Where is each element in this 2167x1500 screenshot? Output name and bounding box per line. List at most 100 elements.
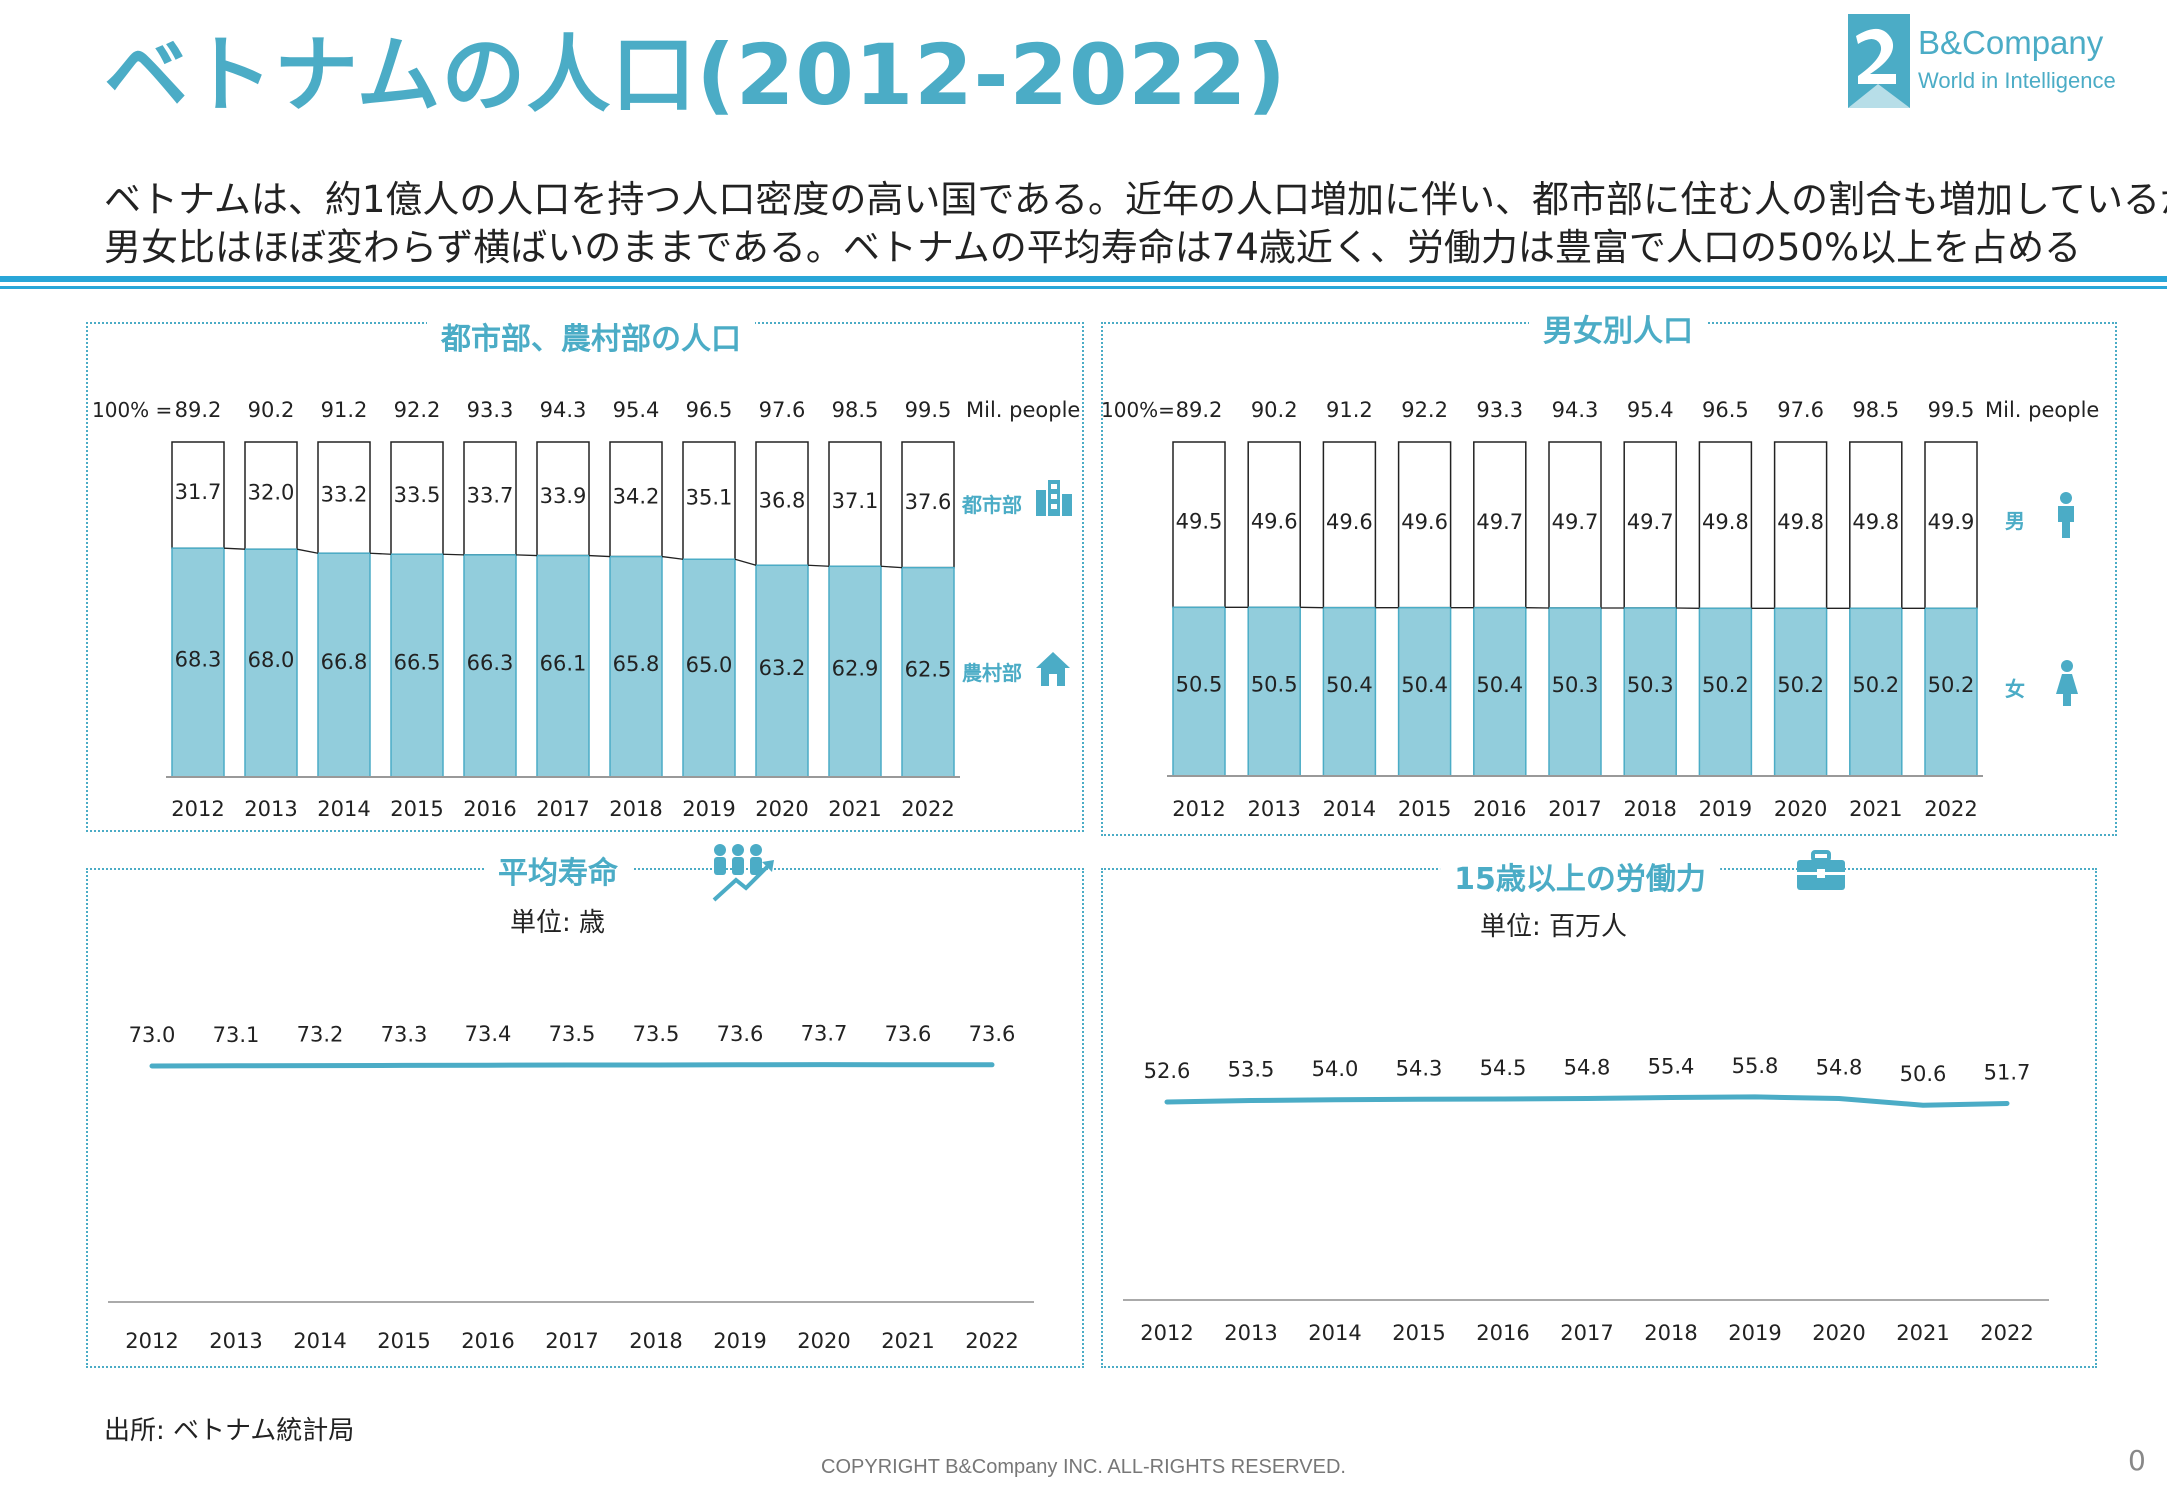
life-expectancy-unit: 単位: 歳 — [510, 908, 606, 938]
series-line — [149, 1062, 995, 1069]
bar-segment-bottom — [1548, 607, 1602, 777]
data-label: 33.5 — [394, 483, 441, 507]
data-label: 50.2 — [1928, 673, 1975, 697]
total-label: 89.2 — [175, 398, 222, 422]
description-line: 男女比はほぼ変わらず横ばいのままである。ベトナムの平均寿命は74歳近く、労働力は… — [104, 226, 2082, 269]
data-label: 50.6 — [1900, 1062, 1947, 1086]
data-label: 73.6 — [717, 1022, 764, 1046]
male-person-icon — [2058, 492, 2074, 538]
total-prefix: 100%= — [1101, 398, 1175, 422]
x-tick-label: 2019 — [1728, 1321, 1781, 1345]
bar-segment-bottom — [171, 547, 225, 778]
data-label: 49.7 — [1552, 510, 1599, 534]
x-tick-label: 2012 — [171, 797, 224, 821]
x-tick-label: 2017 — [536, 797, 589, 821]
x-tick-label: 2016 — [463, 797, 516, 821]
bar-segment-top — [463, 441, 517, 556]
x-tick-label: 2020 — [797, 1329, 850, 1353]
total-label: 91.2 — [1326, 398, 1373, 422]
connector-line — [734, 558, 757, 566]
total-unit: Mil. people — [1985, 398, 2099, 422]
x-tick-label: 2020 — [755, 797, 808, 821]
data-label: 37.6 — [905, 490, 952, 514]
connector-line — [223, 547, 246, 550]
data-label: 54.0 — [1312, 1057, 1359, 1081]
data-label: 50.3 — [1627, 673, 1674, 697]
data-label: 51.7 — [1984, 1060, 2031, 1084]
data-label: 55.8 — [1732, 1054, 1779, 1078]
bar-segment-bottom — [828, 565, 882, 778]
life-expectancy-title: 平均寿命 — [484, 848, 632, 892]
total-label: 89.2 — [1176, 398, 1223, 422]
data-label: 73.4 — [465, 1022, 512, 1046]
data-label: 50.2 — [1852, 673, 1899, 697]
data-label: 73.2 — [297, 1023, 344, 1047]
x-tick-label: 2017 — [545, 1329, 598, 1353]
bar-segment-top — [755, 441, 809, 567]
data-label: 65.0 — [686, 653, 733, 677]
labor-force-unit: 単位: 百万人 — [1480, 912, 1628, 942]
data-label: 49.8 — [1852, 510, 1899, 534]
bar-segment-top — [1623, 441, 1677, 609]
source-note: 出所: ベトナム統計局 — [104, 1416, 355, 1446]
bar-segment-bottom — [682, 558, 736, 778]
total-label: 98.5 — [832, 398, 879, 422]
data-label: 32.0 — [248, 481, 295, 505]
bar-segment-bottom — [317, 552, 371, 778]
x-tick-label: 2013 — [209, 1329, 262, 1353]
x-tick-label: 2022 — [1924, 797, 1977, 821]
connector-line — [296, 548, 319, 554]
house-icon — [1036, 652, 1070, 686]
legend-label-top: 都市部 — [961, 493, 1022, 517]
data-label: 49.8 — [1777, 510, 1824, 534]
data-label: 49.5 — [1176, 510, 1223, 534]
bar-segment-top — [1698, 441, 1753, 610]
data-label: 49.6 — [1251, 510, 1298, 534]
x-tick-label: 2018 — [1623, 797, 1676, 821]
x-tick-label: 2018 — [629, 1329, 682, 1353]
buildings-icon — [1036, 480, 1072, 516]
x-tick-label: 2012 — [1172, 797, 1225, 821]
total-label: 90.2 — [248, 398, 295, 422]
bar-segment-bottom — [1473, 606, 1527, 777]
x-tick-label: 2015 — [1392, 1321, 1445, 1345]
data-label: 49.9 — [1928, 510, 1975, 534]
bar-segment-bottom — [755, 564, 809, 778]
data-label: 73.3 — [381, 1022, 428, 1046]
total-label: 98.5 — [1852, 398, 1899, 422]
bar-segment-bottom — [1322, 606, 1377, 777]
bar-segment-top — [1473, 441, 1527, 609]
data-label: 68.3 — [175, 648, 222, 672]
data-label: 54.5 — [1480, 1056, 1527, 1080]
bar-segment-bottom — [244, 548, 298, 778]
briefcase-icon — [1797, 850, 1845, 890]
bar-segment-bottom — [1924, 607, 1978, 777]
x-tick-label: 2019 — [713, 1329, 766, 1353]
gender-chart: 100%= Mil. people 89.2 49.5 50.5 2012 90.2 49.6… — [1101, 398, 2099, 821]
data-label: 33.9 — [540, 484, 587, 508]
bar-segment-top — [1924, 441, 1978, 610]
copyright: COPYRIGHT B&Company INC. ALL-RIGHTS RESE… — [821, 1456, 1346, 1478]
total-label: 99.5 — [905, 398, 952, 422]
bar-segment-top — [1849, 441, 1903, 610]
data-label: 73.5 — [549, 1022, 596, 1046]
logo-tagline: World in Intelligence — [1918, 68, 2116, 93]
x-tick-label: 2016 — [461, 1329, 514, 1353]
x-tick-label: 2012 — [1140, 1321, 1193, 1345]
bar-segment-bottom — [1172, 606, 1226, 777]
data-label: 52.6 — [1144, 1059, 1191, 1083]
header-divider — [0, 276, 2167, 282]
bar-segment-top — [390, 441, 444, 555]
total-prefix: 100% = — [92, 398, 172, 422]
data-label: 33.2 — [321, 483, 368, 507]
bar-segment-top — [828, 441, 882, 568]
data-label: 68.0 — [248, 648, 295, 672]
data-label: 50.5 — [1176, 673, 1223, 697]
x-tick-label: 2018 — [1644, 1321, 1697, 1345]
x-tick-label: 2015 — [1398, 797, 1451, 821]
data-label: 50.4 — [1326, 673, 1373, 697]
x-tick-label: 2020 — [1774, 797, 1827, 821]
total-label: 90.2 — [1251, 398, 1298, 422]
total-label: 95.4 — [1627, 398, 1674, 422]
total-label: 97.6 — [759, 398, 806, 422]
